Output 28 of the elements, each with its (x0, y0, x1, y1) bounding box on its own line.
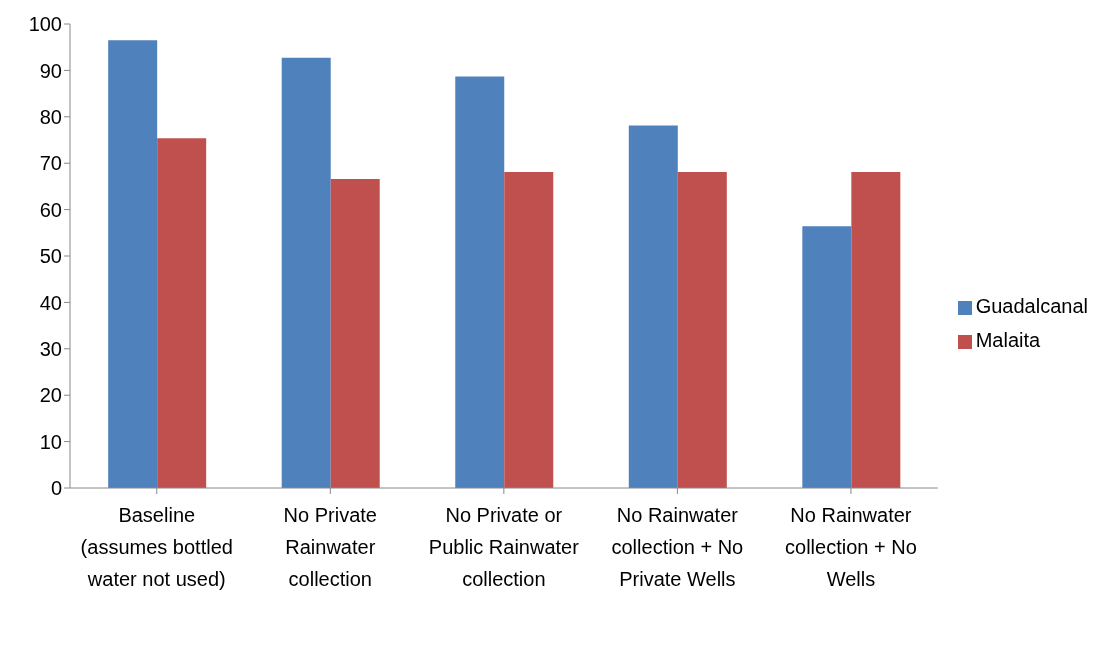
y-tick-label: 30 (39, 337, 62, 360)
y-tick-label: 60 (39, 198, 62, 221)
bar (157, 138, 207, 488)
x-tick-label: No Rainwater collection + No Private Wells (611, 504, 744, 590)
legend-label: Malaita (975, 329, 1041, 351)
y-tick-label: 50 (39, 245, 62, 268)
bar (455, 76, 505, 488)
y-tick-label: 40 (39, 291, 62, 314)
y-tick-label: 70 (39, 152, 62, 175)
x-tick-label: No Private Rainwater collection (283, 504, 377, 590)
x-tick-label: No Rainwater collection + No Wells (785, 504, 917, 590)
bar (851, 172, 901, 488)
bar (504, 172, 554, 488)
bar (281, 57, 331, 488)
x-tick-label: No Private or Public Rainwater collection (428, 504, 580, 590)
bar (802, 226, 852, 488)
bar (330, 178, 380, 488)
legend-label: Guadalcanal (975, 295, 1088, 317)
bar (677, 172, 727, 488)
y-tick-label: 100 (28, 13, 62, 36)
y-tick-label: 0 (50, 477, 62, 500)
y-tick-label: 10 (39, 430, 62, 453)
x-tick-label: Baseline (assumes bottled water not used) (80, 504, 233, 590)
y-tick-label: 20 (39, 384, 62, 407)
bar (108, 40, 158, 488)
y-tick-label: 80 (39, 105, 62, 128)
bar (628, 125, 678, 488)
y-tick-label: 90 (39, 59, 62, 82)
